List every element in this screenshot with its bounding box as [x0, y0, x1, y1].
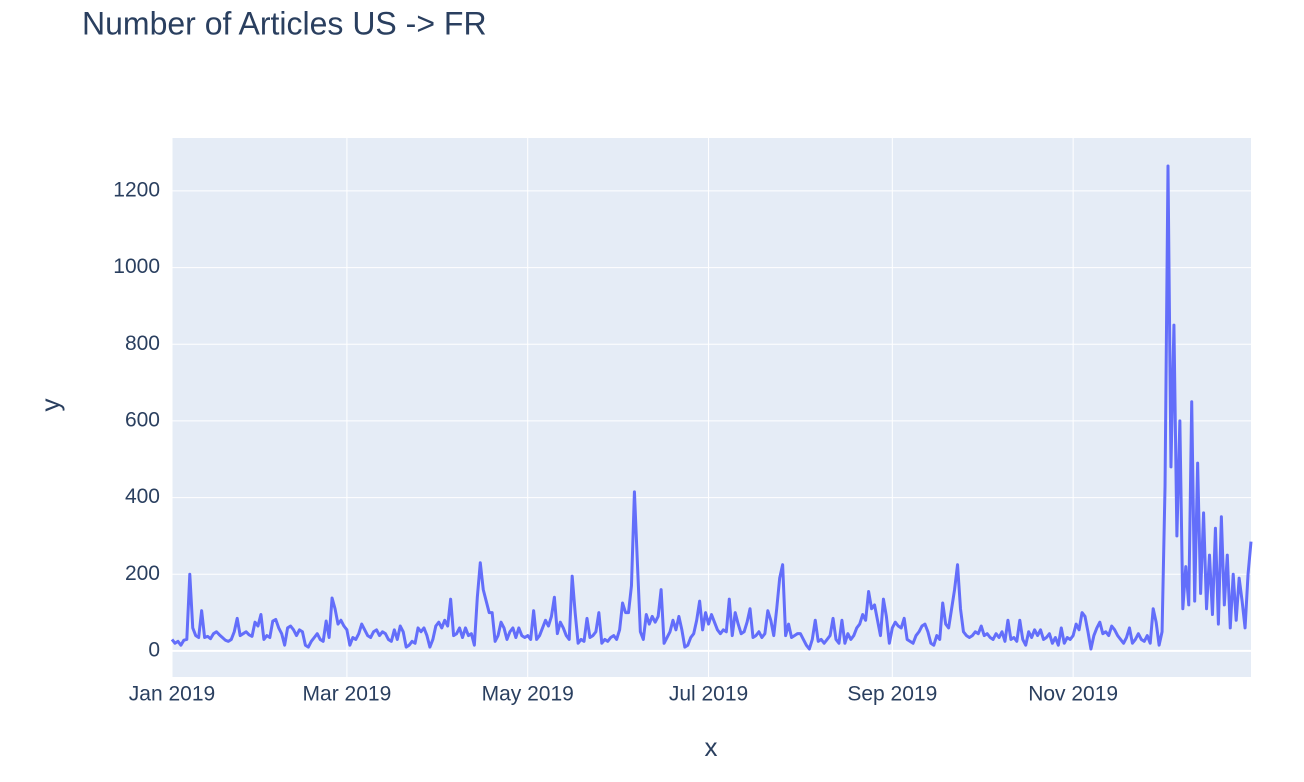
- y-tick-label: 800: [125, 332, 160, 355]
- x-axis-title: x: [705, 732, 718, 762]
- y-tick-label: 1200: [113, 178, 160, 201]
- y-tick-label: 200: [125, 562, 160, 585]
- chart-title: Number of Articles US -> FR: [82, 5, 487, 41]
- y-axis-title: y: [35, 399, 65, 412]
- y-tick-label: 0: [148, 638, 160, 661]
- y-tick-label: 400: [125, 485, 160, 508]
- x-tick-label: Jan 2019: [129, 683, 215, 706]
- y-tick-label: 1000: [113, 255, 160, 278]
- y-tick-label: 600: [125, 408, 160, 431]
- x-tick-label: Mar 2019: [303, 683, 392, 706]
- data-line: [170, 164, 1253, 651]
- x-tick-label: Sep 2019: [847, 683, 937, 706]
- x-tick-label: Jul 2019: [669, 683, 748, 706]
- x-tick-label: Nov 2019: [1028, 683, 1118, 706]
- x-tick-label: May 2019: [482, 683, 574, 706]
- plot-background: [172, 138, 1251, 677]
